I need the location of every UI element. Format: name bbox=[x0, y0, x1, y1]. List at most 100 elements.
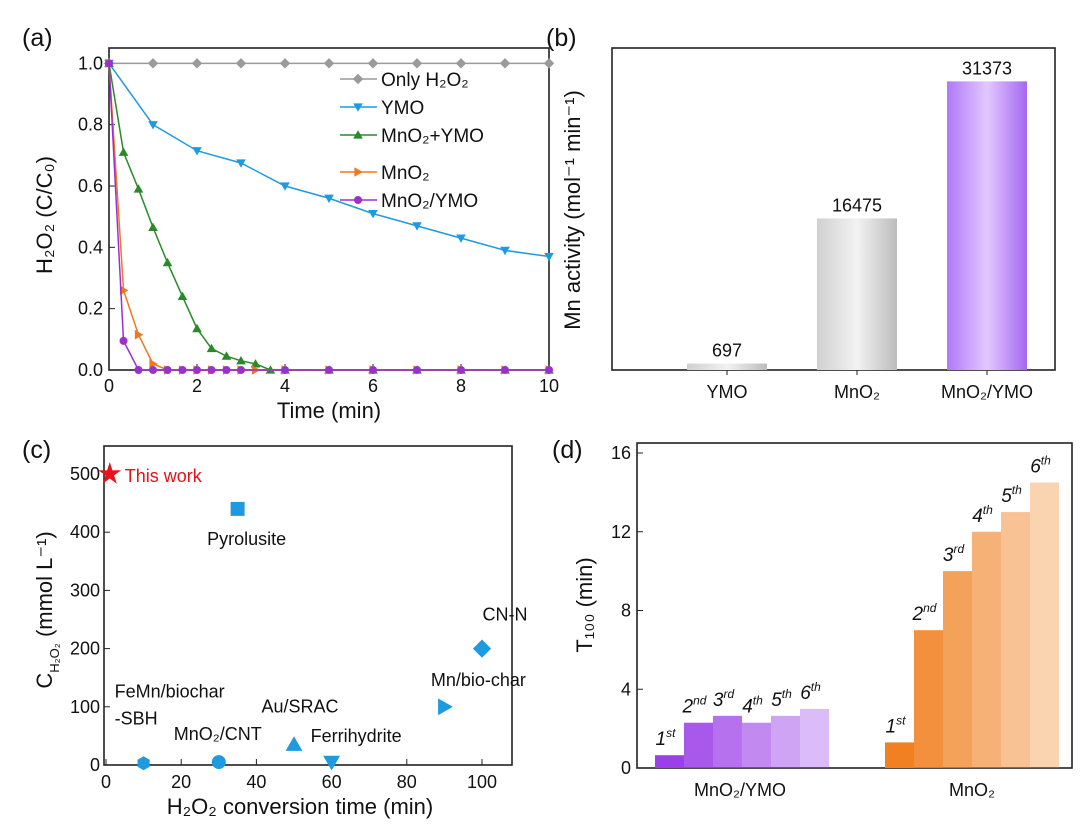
scatter-point-group: CN-N bbox=[472, 605, 528, 658]
y-tick-label: 8 bbox=[621, 601, 631, 621]
data-point bbox=[280, 182, 290, 191]
bar bbox=[817, 218, 897, 370]
y-axis-title: T₁₀₀ (min) bbox=[572, 557, 597, 652]
legend-label: Only H₂O₂ bbox=[381, 70, 469, 91]
data-point bbox=[499, 58, 511, 69]
y-axis-title: CH₂O₂ (mmol L⁻¹) bbox=[32, 531, 62, 688]
point-label: FeMn/biochar bbox=[115, 681, 225, 701]
bar bbox=[972, 531, 1001, 768]
cycle-suffix: rd bbox=[723, 687, 734, 701]
data-point bbox=[324, 194, 334, 204]
data-point bbox=[501, 366, 509, 374]
data-point bbox=[456, 234, 466, 243]
data-point bbox=[500, 246, 510, 256]
cycle-label: 6th bbox=[800, 680, 821, 704]
legend-label: MnO₂ bbox=[381, 163, 430, 184]
scatter-point-group: Ferrihydrite bbox=[311, 726, 402, 771]
legend-label: YMO bbox=[381, 98, 424, 119]
bar bbox=[713, 715, 742, 768]
data-point bbox=[543, 58, 555, 69]
data-point bbox=[236, 356, 246, 365]
cycle-number: 4 bbox=[742, 697, 753, 718]
data-point bbox=[148, 222, 158, 231]
data-point bbox=[281, 366, 289, 374]
y-tick-label: 200 bbox=[70, 639, 100, 659]
data-point bbox=[369, 366, 377, 374]
y-tick-label: 12 bbox=[611, 522, 631, 542]
legend-label: MnO₂+YMO bbox=[381, 126, 484, 147]
data-point bbox=[323, 58, 335, 69]
cycle-label: 3rd bbox=[943, 542, 965, 566]
data-point bbox=[368, 210, 378, 219]
data-point bbox=[134, 329, 144, 340]
x-tick-label: 10 bbox=[539, 376, 559, 396]
data-point bbox=[236, 159, 246, 168]
cycle-suffix: nd bbox=[923, 601, 937, 615]
data-point bbox=[133, 184, 144, 193]
data-point bbox=[285, 736, 303, 751]
cycle-number: 3 bbox=[713, 690, 724, 711]
data-point bbox=[178, 366, 187, 374]
x-tick-label: 60 bbox=[322, 772, 342, 792]
bar bbox=[684, 722, 713, 768]
legend-marker bbox=[352, 73, 364, 85]
data-point bbox=[119, 336, 128, 345]
data-point bbox=[163, 366, 172, 374]
legend-marker bbox=[354, 167, 363, 177]
data-point bbox=[192, 147, 202, 156]
data-point bbox=[367, 58, 379, 69]
legend-entry: MnO₂+YMO bbox=[340, 126, 484, 147]
series-2 bbox=[104, 58, 554, 374]
data-point bbox=[472, 639, 492, 658]
bar bbox=[771, 715, 800, 768]
data-point bbox=[544, 252, 554, 262]
cycle-label: 4th bbox=[972, 503, 993, 527]
bar bbox=[687, 363, 767, 370]
data-point bbox=[98, 462, 122, 484]
cycle-suffix: st bbox=[896, 713, 906, 727]
y-axis-title-unit: (mmol L⁻¹) bbox=[32, 531, 57, 643]
cycle-number: 3 bbox=[943, 545, 954, 566]
cycle-number: 4 bbox=[972, 506, 983, 527]
y-axis-title-main: C bbox=[32, 673, 57, 689]
cycle-label: 2nd bbox=[912, 601, 937, 625]
cycle-suffix: rd bbox=[953, 542, 964, 556]
legend-label: MnO₂/YMO bbox=[381, 191, 478, 212]
data-point bbox=[455, 58, 467, 69]
bar bbox=[885, 742, 914, 768]
series-4 bbox=[105, 59, 553, 374]
y-axis-title: H₂O₂ (C/C₀) bbox=[32, 156, 57, 274]
panel-c: (c) 0 20 40 60 80 100 0 100 200 300 400 500 H₂O₂ conv… bbox=[22, 436, 528, 819]
panel-label: (d) bbox=[552, 436, 583, 464]
series-line bbox=[108, 63, 549, 371]
point-label: Au/SRAC bbox=[261, 697, 338, 717]
bar bbox=[1001, 512, 1030, 768]
series-3 bbox=[105, 58, 554, 375]
bar bbox=[800, 708, 829, 768]
data-point bbox=[413, 366, 421, 374]
scatter-point-group: MnO₂/CNT bbox=[174, 724, 262, 770]
scatter-point-group: FeMn/biochar -SBH bbox=[115, 681, 225, 771]
y-tick-label: 1.0 bbox=[78, 53, 103, 73]
cycle-number: 2 bbox=[912, 604, 924, 625]
cycle-suffix: th bbox=[811, 680, 821, 694]
data-point bbox=[323, 755, 340, 771]
legend-marker bbox=[354, 196, 362, 204]
scatter-point-group: Pyrolusite bbox=[207, 501, 286, 549]
legend-entry: Only H₂O₂ bbox=[340, 70, 469, 91]
cycle-number: 6 bbox=[800, 683, 811, 704]
point-label: Ferrihydrite bbox=[311, 726, 402, 746]
data-point bbox=[221, 351, 232, 360]
y-tick-label: 500 bbox=[70, 464, 100, 484]
y-tick-label: 0.2 bbox=[78, 299, 103, 319]
data-point bbox=[235, 58, 247, 69]
data-point bbox=[149, 359, 158, 369]
series-0 bbox=[103, 58, 555, 69]
y-tick-label: 0.8 bbox=[78, 115, 103, 135]
y-tick-label: 0.0 bbox=[78, 360, 103, 380]
cycle-suffix: th bbox=[1041, 454, 1051, 468]
